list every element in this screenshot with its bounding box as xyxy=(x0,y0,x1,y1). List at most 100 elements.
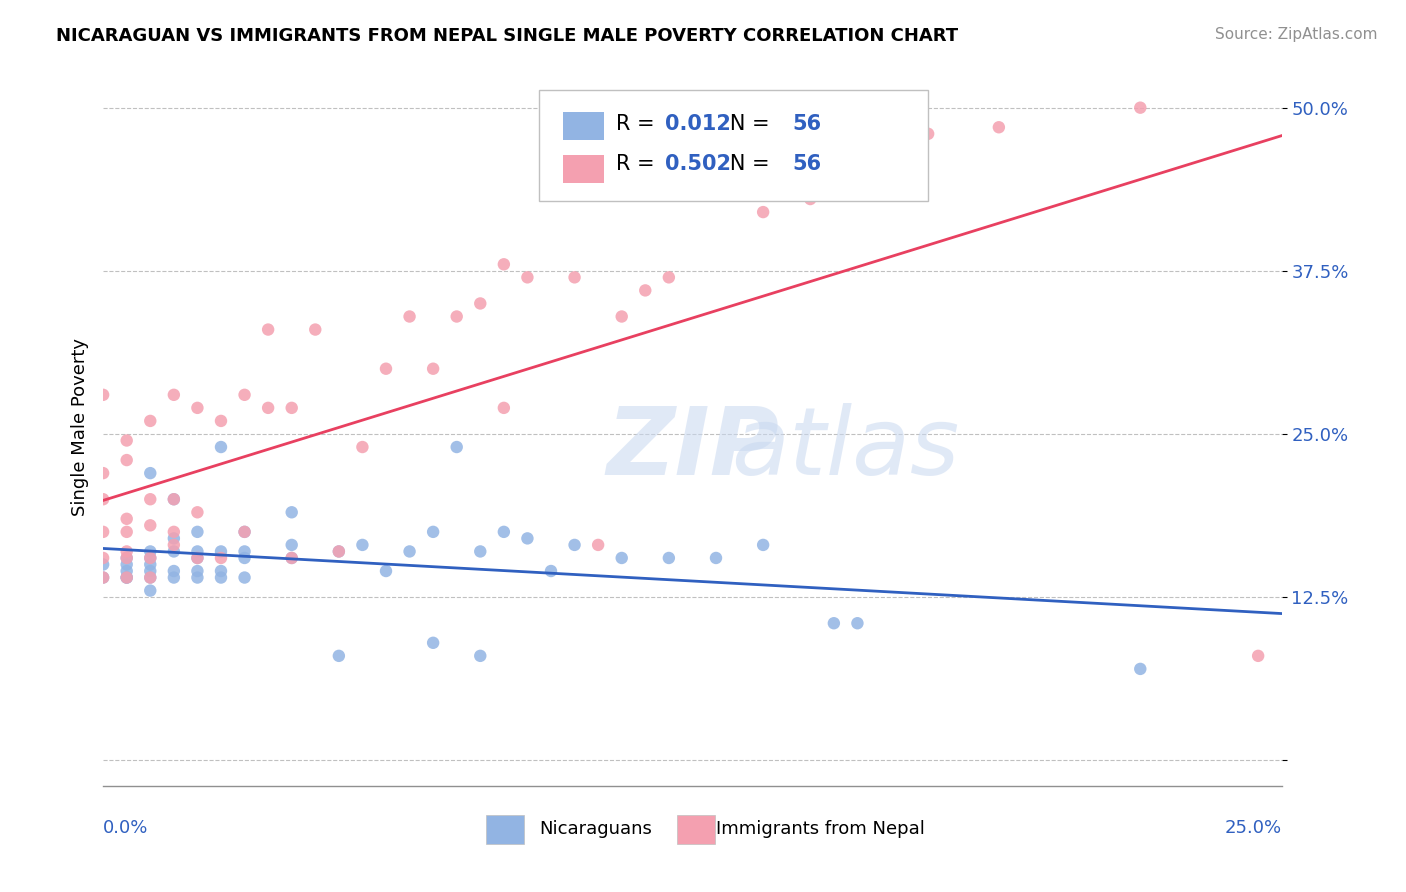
Point xyxy=(257,401,280,415)
FancyBboxPatch shape xyxy=(562,154,605,184)
Point xyxy=(115,544,138,558)
Point xyxy=(139,570,162,584)
Point xyxy=(658,551,681,566)
Point xyxy=(586,538,609,552)
Point xyxy=(233,544,256,558)
Point xyxy=(823,616,845,631)
Point xyxy=(163,564,186,578)
Point xyxy=(470,648,492,663)
Point xyxy=(209,414,232,428)
Point xyxy=(115,434,138,448)
Point xyxy=(209,551,232,566)
Point xyxy=(139,518,162,533)
Point xyxy=(91,492,114,507)
Point xyxy=(139,492,162,507)
Point xyxy=(115,512,138,526)
Text: N =: N = xyxy=(710,154,776,174)
Text: 56: 56 xyxy=(793,154,821,174)
Point xyxy=(422,361,444,376)
Point xyxy=(115,570,138,584)
Point xyxy=(1247,648,1270,663)
Point xyxy=(91,570,114,584)
Point xyxy=(799,192,821,206)
Text: 25.0%: 25.0% xyxy=(1225,819,1282,837)
Point xyxy=(516,532,538,546)
Point xyxy=(610,551,633,566)
Point xyxy=(139,558,162,572)
Text: 0.012: 0.012 xyxy=(665,114,731,134)
Text: N =: N = xyxy=(710,114,776,134)
FancyBboxPatch shape xyxy=(678,815,714,844)
Point xyxy=(139,544,162,558)
Text: Source: ZipAtlas.com: Source: ZipAtlas.com xyxy=(1215,27,1378,42)
Point xyxy=(375,361,398,376)
Point xyxy=(233,551,256,566)
Point xyxy=(328,544,350,558)
Text: 0.502: 0.502 xyxy=(665,154,731,174)
Point xyxy=(304,322,326,336)
Point xyxy=(186,401,208,415)
Point xyxy=(280,538,302,552)
Point xyxy=(704,551,727,566)
Text: NICARAGUAN VS IMMIGRANTS FROM NEPAL SINGLE MALE POVERTY CORRELATION CHART: NICARAGUAN VS IMMIGRANTS FROM NEPAL SING… xyxy=(56,27,959,45)
Point xyxy=(115,453,138,467)
Point xyxy=(328,648,350,663)
Point xyxy=(446,440,468,454)
Point xyxy=(398,310,420,324)
Point xyxy=(1129,101,1152,115)
Point xyxy=(209,564,232,578)
Point xyxy=(492,257,515,271)
Point xyxy=(752,538,775,552)
Point xyxy=(91,466,114,480)
Point xyxy=(186,544,208,558)
Point xyxy=(280,551,302,566)
Text: 0.0%: 0.0% xyxy=(103,819,149,837)
Y-axis label: Single Male Poverty: Single Male Poverty xyxy=(72,338,89,516)
Point xyxy=(492,401,515,415)
Point xyxy=(115,524,138,539)
Text: ZIP: ZIP xyxy=(606,403,779,495)
Point xyxy=(209,570,232,584)
Text: R =: R = xyxy=(616,114,661,134)
FancyBboxPatch shape xyxy=(562,112,605,140)
Text: atlas: atlas xyxy=(731,403,960,494)
Point xyxy=(564,270,586,285)
Text: R =: R = xyxy=(616,154,661,174)
Point xyxy=(139,551,162,566)
Point xyxy=(752,205,775,219)
Point xyxy=(280,505,302,519)
Point xyxy=(163,538,186,552)
Point xyxy=(163,388,186,402)
Point xyxy=(139,414,162,428)
Point xyxy=(186,551,208,566)
Point xyxy=(917,127,939,141)
Text: 56: 56 xyxy=(793,114,821,134)
Point xyxy=(209,440,232,454)
Point xyxy=(139,466,162,480)
Point xyxy=(987,120,1010,135)
Point xyxy=(91,570,114,584)
Point xyxy=(540,564,562,578)
FancyBboxPatch shape xyxy=(486,815,524,844)
Point xyxy=(422,636,444,650)
FancyBboxPatch shape xyxy=(540,90,928,202)
Point xyxy=(422,524,444,539)
Point xyxy=(186,564,208,578)
Point xyxy=(658,270,681,285)
Point xyxy=(163,524,186,539)
Point xyxy=(115,558,138,572)
Point xyxy=(186,524,208,539)
Point xyxy=(280,401,302,415)
Point xyxy=(470,544,492,558)
Point xyxy=(91,558,114,572)
Point xyxy=(115,551,138,566)
Point xyxy=(163,492,186,507)
Point xyxy=(375,564,398,578)
Text: Nicaraguans: Nicaraguans xyxy=(540,821,652,838)
Point xyxy=(186,551,208,566)
Point xyxy=(91,524,114,539)
Point xyxy=(516,270,538,285)
Point xyxy=(257,322,280,336)
Point xyxy=(634,284,657,298)
Point xyxy=(139,570,162,584)
